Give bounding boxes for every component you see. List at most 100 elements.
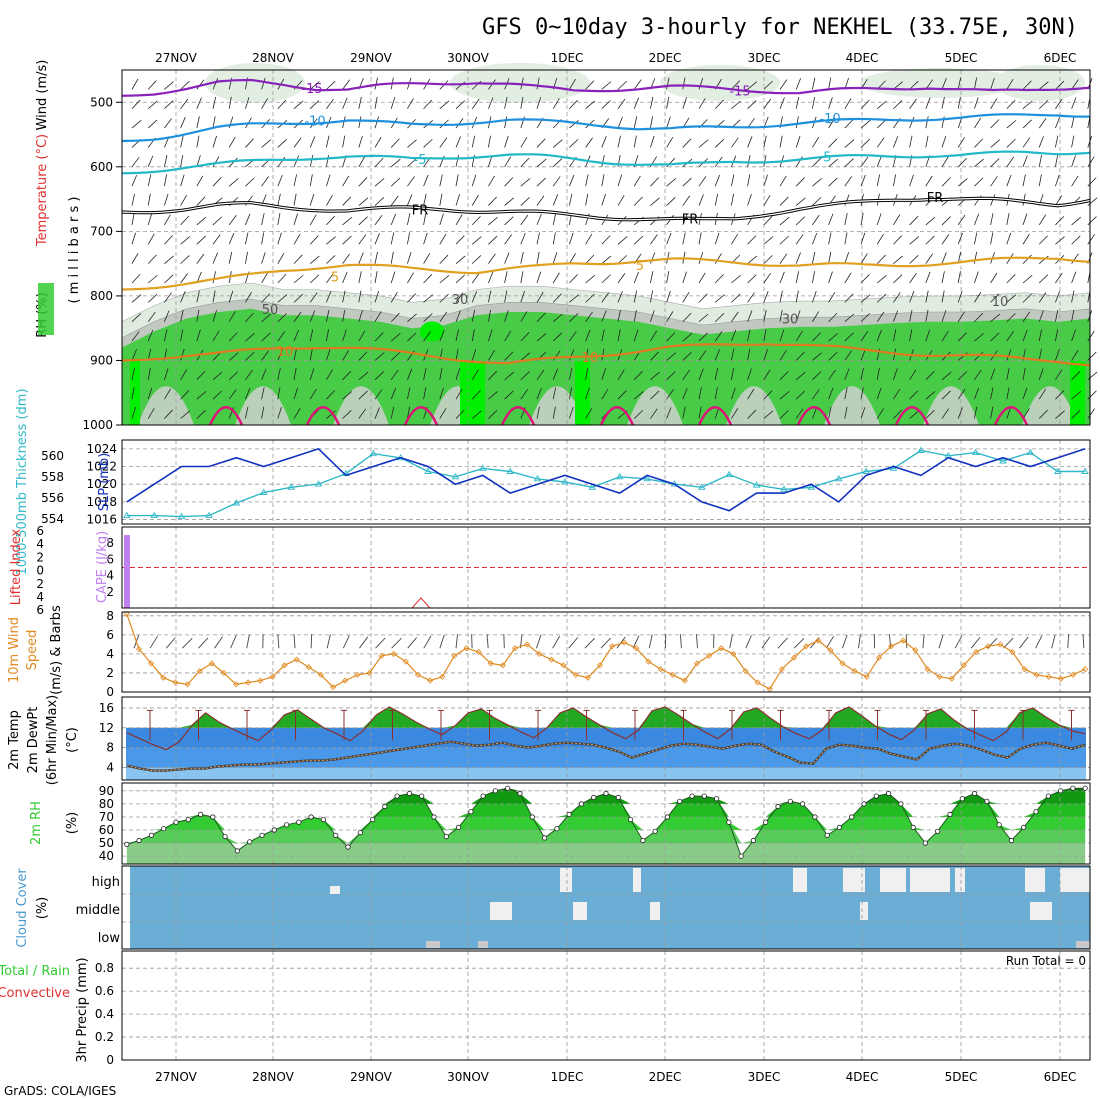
wind-barb: [423, 138, 433, 148]
precip-tick-label: 0.2: [95, 1030, 114, 1044]
cape-tick-label: 4: [106, 569, 114, 583]
wind-barb: [876, 329, 882, 342]
wind-barb: [439, 100, 450, 110]
wind-barb: [763, 390, 773, 400]
wind-barb: [439, 233, 447, 245]
wind-barb: [617, 309, 621, 322]
wind-barb: [423, 387, 427, 400]
wind-barb: [245, 213, 251, 226]
wind-barb: [666, 352, 677, 361]
wind-barb: [779, 135, 783, 148]
wind10-point: [766, 686, 773, 693]
slp-tick-label: 1022: [86, 460, 117, 474]
wind-barb: [666, 311, 674, 322]
rh-aloft-patch: [450, 62, 590, 103]
wind-barb: [893, 100, 903, 110]
wind-barb: [990, 293, 1000, 303]
wind-barb: [1038, 154, 1043, 167]
wind-barb: [990, 313, 1001, 323]
wind-barb: [747, 255, 758, 264]
wind-barb: [164, 100, 174, 110]
cloud-frame: [121, 865, 1091, 950]
wind10-point: [706, 652, 713, 659]
pressure-tick-label: 700: [90, 224, 113, 238]
rh-aloft-patch: [205, 62, 305, 103]
wind-barb: [763, 154, 767, 167]
wind-barb: [1006, 120, 1017, 129]
wind-barb: [455, 388, 463, 400]
wind-barb: [423, 313, 433, 323]
wind10-point: [487, 660, 494, 667]
wind-barb: [617, 369, 625, 381]
wind-barb: [698, 252, 704, 264]
wind-barb: [1022, 254, 1032, 264]
wind-barb: [164, 310, 170, 322]
rh-90-patch: [1070, 360, 1085, 425]
wind-barb: [342, 116, 346, 129]
wind-barb: [666, 371, 676, 381]
thickness-point: [232, 499, 241, 506]
rh2m-point: [468, 809, 474, 815]
wind-barb: [893, 388, 901, 400]
cloud-level-label: high: [92, 875, 120, 890]
wind-barb: [277, 387, 281, 400]
wind-barb: [228, 251, 233, 264]
wind10-barb: [954, 635, 963, 649]
wind-barb: [974, 251, 978, 264]
wind-barb: [164, 193, 169, 206]
wind-barb: [374, 407, 380, 419]
wind-barb: [164, 81, 174, 90]
day-label-top: 5DEC: [945, 51, 978, 65]
wind-barb: [439, 387, 444, 400]
wind-barb: [682, 291, 690, 303]
wind-barb: [763, 216, 773, 226]
wind-barb: [1055, 116, 1061, 129]
wind-barb: [666, 96, 670, 109]
wind10-point: [863, 673, 870, 680]
wind-barb: [666, 332, 676, 342]
wind10-point: [936, 673, 943, 680]
wind10-point: [875, 654, 883, 661]
cloud-level-label: low: [98, 931, 121, 946]
wind10-speed-axis-label: Speed: [25, 630, 40, 671]
wind-barb: [828, 251, 832, 264]
wind10-barb: [391, 637, 402, 649]
wind-barb: [1006, 232, 1012, 245]
wind-barb: [261, 139, 272, 148]
wind-barb: [1038, 235, 1048, 245]
slp-axis-label: SLP (mb): [97, 453, 112, 512]
wind-barb: [536, 312, 546, 323]
wind-barb: [779, 235, 789, 245]
wind-barb: [569, 193, 573, 206]
wind-barb: [407, 213, 411, 225]
wind-barb: [601, 81, 612, 90]
wind-barb: [650, 252, 656, 264]
wind10-barb: [632, 635, 640, 649]
wind-barb: [569, 274, 579, 284]
wind-barb: [698, 350, 707, 361]
pressure-tick-label: 1000: [82, 418, 113, 432]
wind10-point: [803, 643, 810, 650]
wind10-point: [621, 639, 628, 646]
day-label-bottom: 2DEC: [649, 1070, 682, 1084]
thickness-point: [834, 474, 843, 482]
isotherm-5: [121, 256, 1091, 291]
wind10-point: [912, 647, 919, 654]
day-label-top: 29NOV: [350, 51, 392, 65]
wind-barb: [309, 388, 317, 400]
wind-barb: [228, 215, 237, 226]
wind-barb: [925, 370, 935, 381]
wind-barb: [1055, 291, 1061, 303]
wind-barb: [1055, 348, 1060, 361]
temp-band-mid-lower: [126, 747, 1086, 768]
wind10-point: [693, 660, 701, 667]
wind-barb: [941, 177, 951, 187]
wind-barb: [828, 271, 833, 284]
wind-barb: [795, 408, 804, 419]
wind-barb: [941, 78, 947, 90]
wind-barb: [407, 158, 417, 168]
wind-barb: [795, 252, 801, 264]
wind-barb: [520, 371, 530, 381]
wind-barb: [974, 158, 984, 168]
wind-barb: [795, 371, 806, 381]
